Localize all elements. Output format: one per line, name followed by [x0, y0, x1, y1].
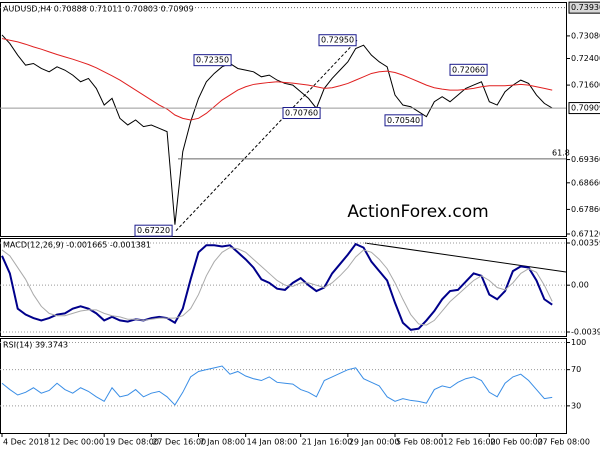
- x-tick-label: 12 Dec 00:00: [50, 438, 104, 447]
- panel-border: [0, 338, 567, 434]
- y-tick-label: 0.67120: [571, 230, 600, 239]
- series-line: [1, 34, 553, 225]
- x-tick-label: 29 Jan 00:00: [349, 438, 400, 447]
- x-tick-label: 4 Dec 2018: [3, 438, 49, 447]
- price-annotation: 0.67220: [137, 226, 170, 235]
- y-tick-label: -0.003986: [571, 327, 600, 336]
- y-tick-label: 0.003592: [571, 239, 600, 248]
- macd-trendline: [364, 242, 567, 273]
- series-line: [1, 38, 553, 121]
- x-tick-label: 7 Jan 08:00: [200, 438, 246, 447]
- price-annotation: 0.72950: [321, 36, 354, 45]
- panel-border: [0, 238, 567, 337]
- label-box: [449, 63, 488, 76]
- x-tick-label: 20 Feb 00:00: [490, 438, 542, 447]
- price-annotation: 0.70540: [387, 116, 420, 125]
- watermark: ActionForex.com: [347, 202, 488, 222]
- label-box: [318, 34, 357, 47]
- y-tick-label: 70: [571, 365, 581, 374]
- x-tick-label: 5 Feb 08:00: [396, 438, 443, 447]
- series-line: [1, 365, 553, 406]
- panel-title: MACD(12,26,9) -0.001665 -0.001381: [3, 241, 151, 250]
- current-price-label: 0.70909: [571, 104, 600, 113]
- series-line: [1, 247, 553, 326]
- x-tick-label: 12 Feb 16:00: [443, 438, 495, 447]
- projection-line: [175, 39, 358, 232]
- panel-title: RSI(14) 39.3743: [3, 341, 68, 350]
- y-tick-label: 30: [571, 401, 581, 410]
- x-tick-label: 21 Jan 16:00: [302, 438, 353, 447]
- y-tick-label: 100: [571, 338, 586, 347]
- label-box: [568, 1, 600, 14]
- price-annotation: 0.72060: [452, 65, 485, 74]
- panel-border: [0, 2, 567, 237]
- series-line: [1, 242, 553, 331]
- label-box: [282, 107, 321, 120]
- price-annotation: 0.72350: [196, 56, 229, 65]
- x-tick-label: 19 Dec 08:00: [105, 438, 159, 447]
- panel-title: AUDUSD,H4 0.70888 0.71011 0.70803 0.7090…: [3, 5, 194, 14]
- x-tick-label: 27 Feb 08:00: [537, 438, 589, 447]
- y-tick-label: 0.00: [571, 281, 589, 290]
- label-box: [384, 114, 423, 127]
- x-tick-label: 27 Dec 16:00: [152, 438, 206, 447]
- x-tick-label: 14 Jan 08:00: [247, 438, 298, 447]
- label-box: [193, 54, 232, 67]
- price-annotation: 0.70760: [285, 109, 318, 118]
- label-box: [568, 102, 600, 115]
- fib-label: 61.8: [552, 148, 570, 157]
- label-box: [134, 224, 173, 237]
